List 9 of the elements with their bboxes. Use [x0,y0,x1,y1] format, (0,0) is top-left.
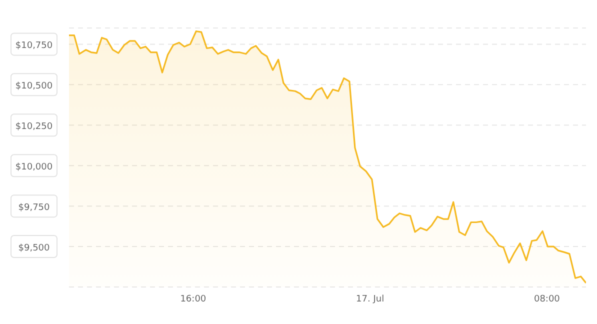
x-tick-label: 17. Jul [356,294,384,304]
y-tick-label: $10,000 [15,162,53,173]
x-tick-label: 08:00 [534,294,560,304]
y-tick-label: $10,250 [15,122,53,132]
x-tick-label: 16:00 [180,294,206,304]
y-tick-label: $10,500 [15,82,53,92]
y-tick-label: $9,500 [18,244,50,254]
y-tick-label: $10,750 [15,41,53,52]
y-tick-label: $9,750 [18,203,50,214]
